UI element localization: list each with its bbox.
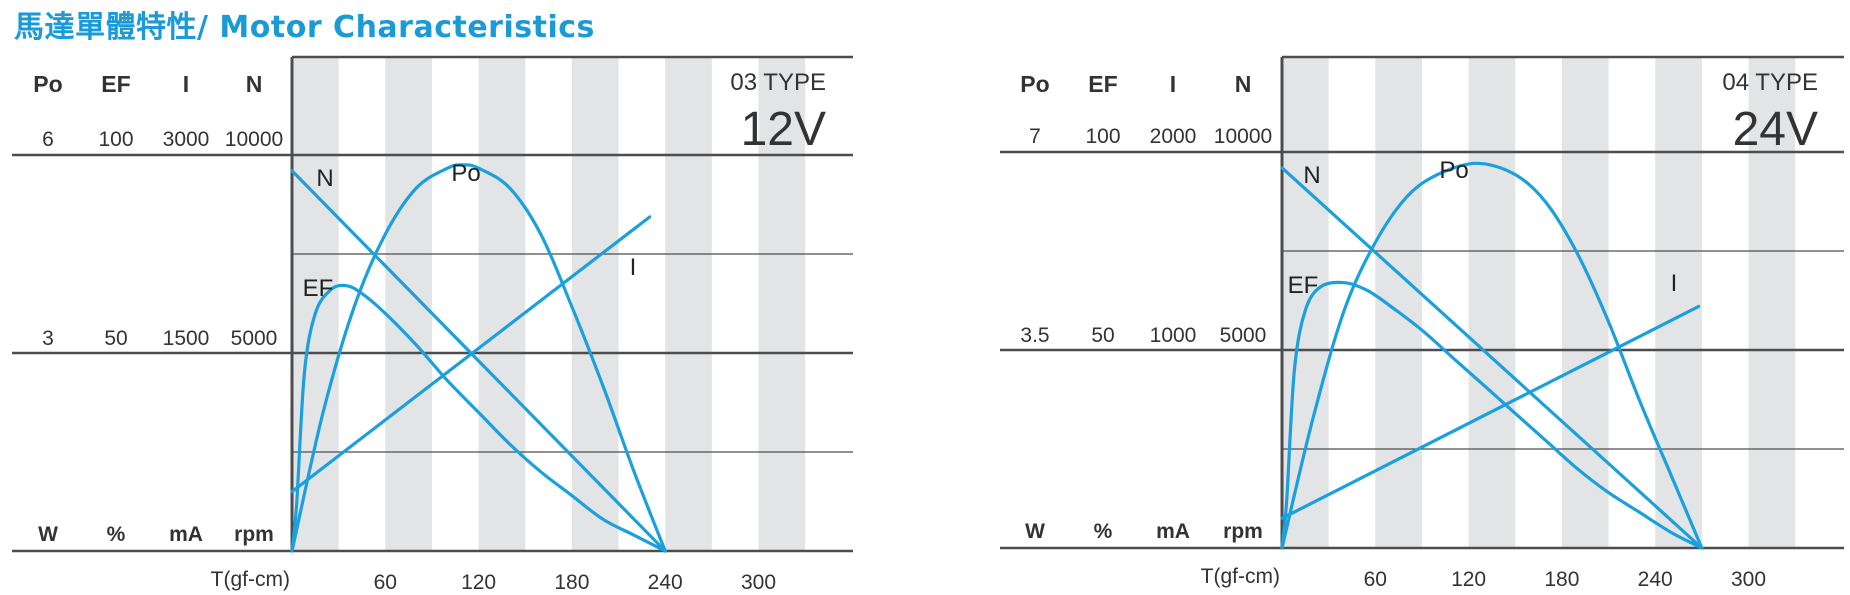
axis-unit-label: rpm	[234, 523, 274, 546]
axis-header-ef: EF	[101, 71, 130, 97]
x-tick-label: 180	[554, 571, 589, 594]
axis-max-label: 100	[98, 128, 133, 151]
axis-mid-label: 1000	[1150, 324, 1197, 347]
axis-header-i: I	[1170, 71, 1176, 97]
series-ef-curve	[290, 283, 667, 553]
type-label: 04 TYPE	[1722, 69, 1818, 96]
axis-mid-label: 3.5	[1020, 324, 1049, 347]
axis-header-i: I	[183, 71, 189, 97]
series-label-i: I	[1671, 270, 1678, 297]
x-tick-label: 180	[1544, 568, 1579, 591]
axis-max-label: 2000	[1150, 125, 1197, 148]
axis-unit-label: W	[38, 523, 58, 546]
series-label-ef: EF	[303, 275, 334, 302]
grid-stripe	[1375, 57, 1422, 548]
grid-stripes	[1282, 57, 1796, 548]
grid-stripe	[1655, 57, 1702, 548]
axis-unit-label: rpm	[1223, 520, 1263, 543]
series-label-i: I	[630, 254, 637, 281]
grid-stripe	[571, 57, 619, 551]
axis-mid-label: 3	[42, 327, 54, 350]
series-label-n: N	[1303, 162, 1320, 189]
series-label-ef: EF	[1288, 272, 1319, 299]
type-label: 03 TYPE	[730, 69, 826, 96]
series-po-curve	[1280, 161, 1704, 550]
x-axis-title: T(gf-cm)	[1201, 565, 1280, 588]
chart-panel-1: Po 6 3 W EF 100 50% I 3000 1500 mA N 10000 5000 rpm 03 …	[12, 55, 853, 594]
x-tick-label: 120	[1451, 568, 1486, 591]
axis-mid-label: 50	[104, 327, 127, 350]
axis-header-po: Po	[1020, 71, 1049, 97]
series-n-curve	[290, 169, 667, 553]
grid-stripe	[1748, 57, 1796, 548]
axis-unit-label: mA	[169, 523, 203, 546]
series-label-po: Po	[451, 160, 480, 187]
axis-unit-label: W	[1025, 520, 1045, 543]
axis-mid-label: 50	[1091, 324, 1114, 347]
axis-mid-label: 1500	[163, 327, 210, 350]
axis-unit-label: %	[107, 523, 126, 546]
x-tick-label: 300	[741, 571, 776, 594]
voltage-label: 24V	[1733, 103, 1818, 156]
series-label-po: Po	[1439, 157, 1468, 184]
axis-max-label: 6	[42, 128, 54, 151]
grid-stripe	[1468, 57, 1516, 548]
axis-header-po: Po	[33, 71, 62, 97]
x-tick-label: 120	[461, 571, 496, 594]
axis-max-label: 100	[1085, 125, 1120, 148]
series-i-curve	[1280, 304, 1701, 520]
axis-header-ef: EF	[1088, 71, 1117, 97]
axis-unit-label: mA	[1156, 520, 1190, 543]
x-tick-label: 240	[1638, 568, 1673, 591]
grid-stripe	[665, 57, 712, 551]
axis-max-label: 7	[1029, 125, 1041, 148]
grid-stripe	[478, 57, 526, 551]
series-n-curve	[1280, 166, 1704, 550]
axis-max-label: 3000	[163, 128, 210, 151]
voltage-label: 12V	[741, 103, 826, 156]
x-tick-label: 300	[1731, 568, 1766, 591]
series-i-curve	[290, 215, 652, 494]
x-axis-title: T(gf-cm)	[211, 568, 290, 591]
axis-unit-label: %	[1094, 520, 1113, 543]
axis-max-label: 10000	[225, 128, 283, 151]
page-title: 馬達單體特性/ Motor Characteristics	[14, 10, 595, 45]
series-label-n: N	[316, 165, 333, 192]
series-ef-curve	[1280, 280, 1704, 550]
grid-stripes	[292, 57, 806, 551]
x-tick-label: 60	[1364, 568, 1387, 591]
x-tick-label: 60	[374, 571, 397, 594]
x-tick-label: 240	[648, 571, 683, 594]
grid-stripe	[758, 57, 806, 551]
axis-header-n: N	[1235, 71, 1252, 97]
axis-mid-label: 5000	[1220, 324, 1267, 347]
chart-panel-2: Po 7 3.5 W EF 100 50% I 2000 1000 mA N 10000 5000 rpm 0…	[1000, 55, 1844, 591]
series-po-curve	[290, 163, 667, 553]
axis-mid-label: 5000	[231, 327, 278, 350]
axis-header-n: N	[246, 71, 263, 97]
axis-max-label: 10000	[1214, 125, 1272, 148]
